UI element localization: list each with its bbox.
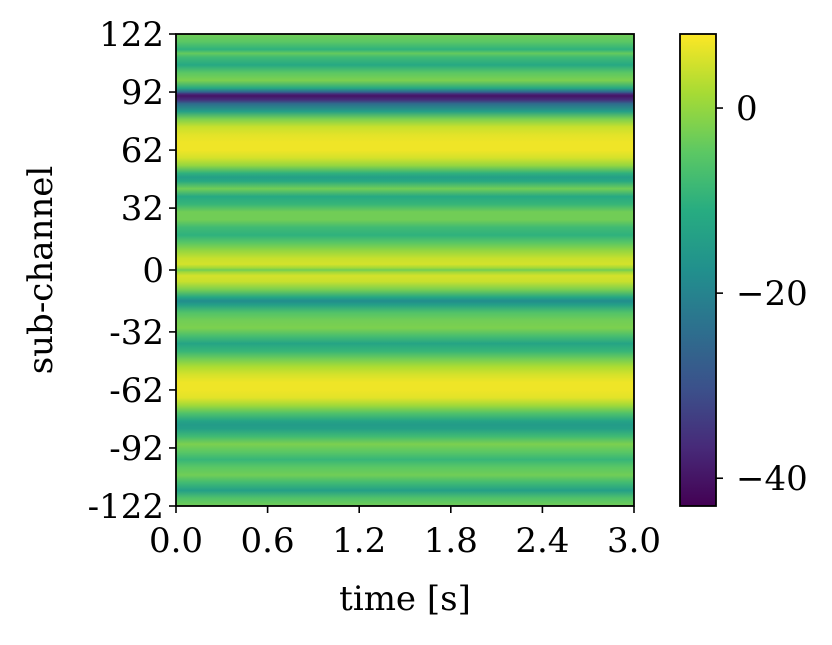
x-tick-label: 0.0 xyxy=(149,521,203,561)
y-tick-label: 122 xyxy=(99,15,164,55)
colorbar xyxy=(680,34,716,506)
x-axis-label: time [s] xyxy=(339,579,471,619)
colorbar-tick-label: −20 xyxy=(736,274,808,314)
y-tick-label: 0 xyxy=(142,251,164,291)
colorbar-tick-label: −40 xyxy=(736,459,808,499)
x-axis: 0.0 0.6 1.2 1.8 2.4 3.0 xyxy=(149,506,661,561)
heatmap-field xyxy=(176,34,634,506)
x-tick-label: 3.0 xyxy=(607,521,661,561)
y-tick-label: -32 xyxy=(109,313,164,353)
y-tick-label: -62 xyxy=(109,371,164,411)
colorbar-frame xyxy=(679,33,717,507)
x-tick-label: 1.8 xyxy=(424,521,478,561)
colorbar-axis: 0 −20 −40 xyxy=(716,89,808,499)
y-tick-label: -92 xyxy=(109,429,164,469)
y-tick-label: 92 xyxy=(121,73,164,113)
x-tick-label: 2.4 xyxy=(515,521,569,561)
x-tick-label: 0.6 xyxy=(241,521,295,561)
x-tick-label: 1.2 xyxy=(332,521,386,561)
y-tick-label: 62 xyxy=(121,131,164,171)
y-tick-label: -122 xyxy=(88,487,164,527)
y-axis: 122 92 62 32 0 -32 -62 -92 -122 xyxy=(88,15,176,527)
colorbar-tick-label: 0 xyxy=(736,89,758,129)
y-tick-label: 32 xyxy=(121,189,164,229)
y-axis-label: sub-channel xyxy=(21,166,61,375)
